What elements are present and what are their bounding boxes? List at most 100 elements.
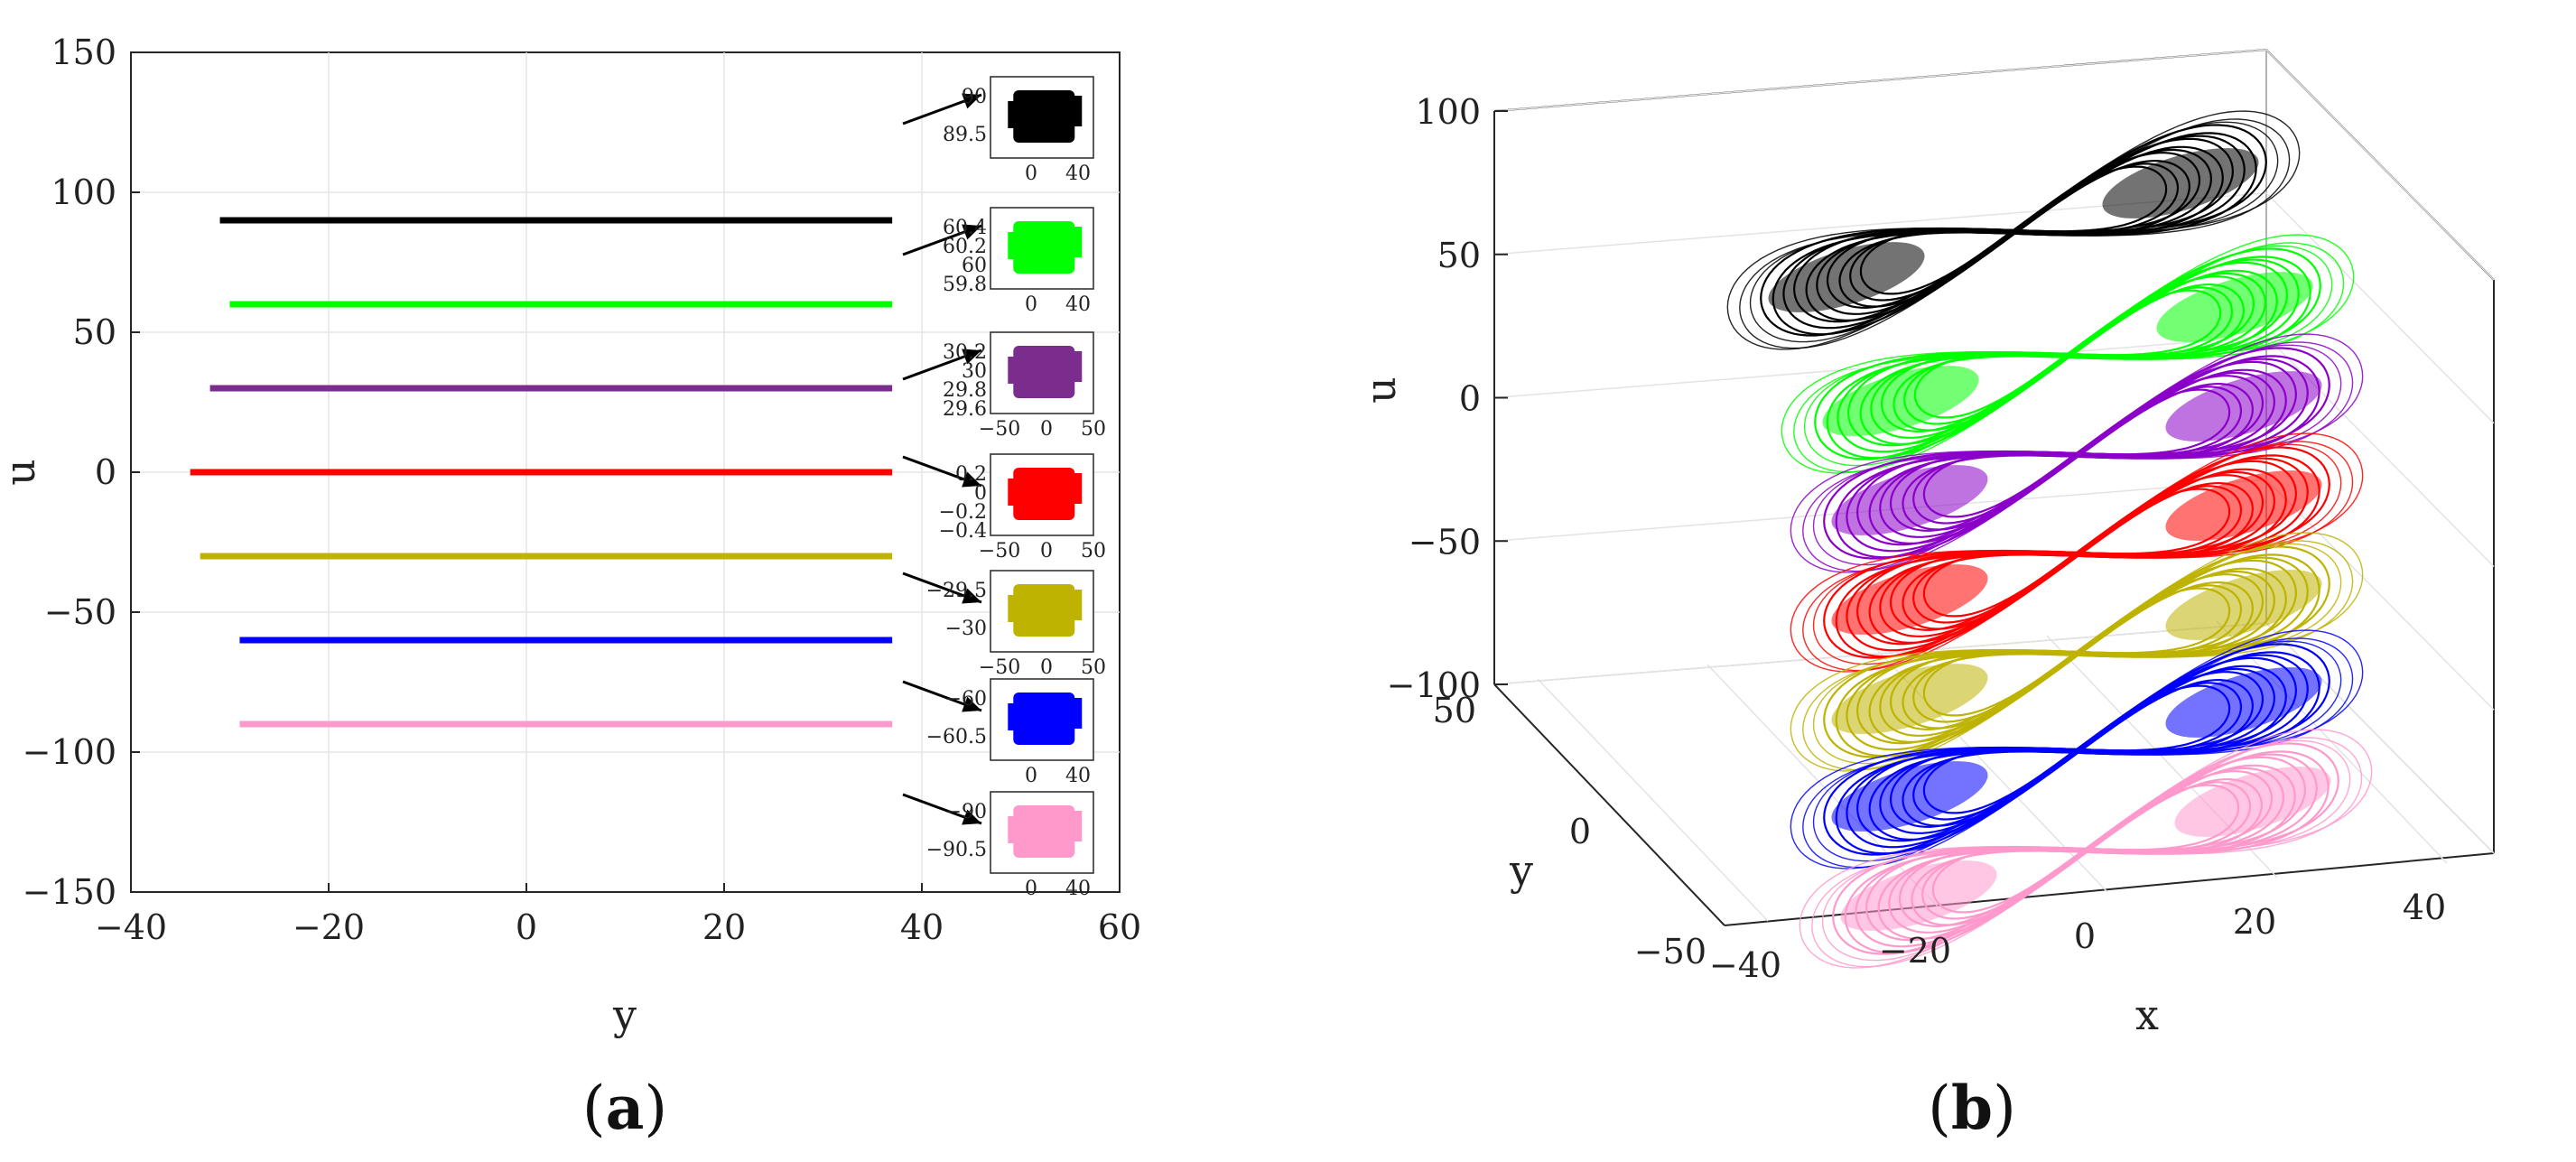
inset-data-blob-edge	[1071, 227, 1083, 257]
inset-data-blob-edge	[1008, 357, 1018, 384]
panel-b-z-tick-label: 50	[1437, 236, 1481, 275]
panel-a-y-tick-label: 0	[95, 452, 116, 492]
inset-x-tick-label: 50	[1081, 656, 1106, 679]
inset-data-blob-edge	[1008, 595, 1018, 622]
panel-b-label-close: )	[1993, 1074, 2016, 1143]
inset-x-tick-label: 0	[1040, 656, 1053, 679]
inset-arrow-head	[962, 471, 981, 488]
inset-x-tick-label: 0	[1025, 293, 1037, 316]
panel-b-label-open: (	[1928, 1074, 1951, 1143]
panel-b-attractor-loop	[1812, 344, 2342, 566]
panel-b-attractor-loop	[1790, 532, 2364, 772]
panel-b-attractor	[1790, 432, 2364, 673]
inset-y-tick-label: 0	[974, 482, 987, 505]
panel-b-attractor-loop	[1790, 629, 2364, 869]
panel-a-x-tick-label: 0	[516, 907, 537, 947]
inset-y-tick-label: −30	[945, 618, 987, 640]
panel-b-attractor-dense-left	[1831, 564, 1988, 635]
inset-x-tick-label: 50	[1081, 540, 1106, 562]
panel-b-box-edge	[1493, 683, 1725, 926]
inset-x-tick-label: 40	[1065, 765, 1091, 787]
panel-a-label-close: )	[644, 1074, 667, 1143]
panel-b-box-edge	[1724, 852, 2495, 926]
panel-b-attractor	[1781, 234, 2355, 474]
inset-data-blob-edge	[1008, 101, 1018, 128]
inset-y-tick-label: 60	[962, 255, 987, 277]
inset-data-blob-edge	[1071, 811, 1083, 841]
inset-arrow-head	[962, 696, 981, 712]
panel-b-z-gridline-side	[2265, 479, 2495, 711]
panel-b-x-axis-label: x	[2135, 990, 2159, 1039]
inset-x-tick-label: 40	[1065, 163, 1091, 185]
panel-b-z-gridline-side	[2265, 192, 2495, 424]
panel-a-y-tick-label: 100	[51, 172, 116, 212]
panel-b-x-tick-label: 0	[2074, 916, 2096, 956]
panel-b-attractor-loop	[1802, 637, 2354, 869]
panel-b-x-tick-label: 40	[2403, 888, 2446, 927]
panel-b-label-letter: b	[1951, 1073, 1993, 1143]
inset-data-blob-edge	[1071, 96, 1083, 126]
inset-x-tick-label: 0	[1025, 163, 1037, 185]
panel-b-z-gridline	[1493, 335, 2267, 399]
panel-b-label: (b)	[1928, 1073, 2016, 1143]
panel-b-attractor-loop	[1812, 443, 2342, 665]
inset-y-tick-label: 89.5	[943, 124, 987, 146]
inset-arrow-head	[962, 349, 981, 365]
panel-b-attractor-dense-right	[2165, 570, 2322, 640]
panel-b-attractor-loop	[1802, 441, 2354, 672]
inset-data-blob	[1013, 468, 1075, 520]
panel-b-attractor-dense-left	[1822, 366, 1979, 436]
inset-3: 0.20−0.2−0.4−50 0 50	[902, 453, 1106, 562]
inset-data-blob-edge	[1008, 232, 1018, 259]
inset-y-tick-label: −0.2	[939, 501, 987, 524]
panel-a-label-open: (	[582, 1074, 606, 1143]
panel-b-3d-box	[1493, 49, 2495, 926]
inset-y-tick-label: 90	[962, 86, 987, 108]
panel-a-ticks: −40 −20 0 20 40 60 150 100 50 0 −50 −100 −150	[23, 33, 1142, 947]
inset-y-tick-label: −90.5	[926, 839, 987, 861]
panel-a-grid	[131, 52, 1120, 892]
inset-data-blob-edge	[1008, 479, 1018, 506]
panel-b-y-axis-label: y	[1509, 846, 1533, 895]
panel-b-y-tick-label: 0	[1569, 812, 1591, 851]
panel-b-y-tick-label: −50	[1634, 932, 1706, 971]
panel-b-attractor-dense-left	[1831, 761, 1988, 832]
inset-x-tick-label: −50	[979, 656, 1020, 679]
inset-y-tick-label: 29.8	[943, 379, 987, 402]
panel-b-ticks: 100 50 0 −50 −100 −40 −20 0 20 40 −50 0 50	[1387, 92, 2447, 985]
inset-arrow-head	[962, 588, 981, 604]
panel-b-attractor-dense-left	[1831, 465, 1988, 535]
inset-y-tick-label: −29.5	[926, 580, 987, 602]
inset-data-blob	[1013, 90, 1075, 143]
inset-x-tick-label: 0	[1040, 418, 1053, 441]
inset-4: −29.5 −30 −50 0 50	[902, 570, 1106, 679]
inset-5: −60 −60.5 0 40	[902, 678, 1094, 787]
inset-x-tick-label: 0	[1025, 765, 1037, 787]
inset-x-tick-label: −50	[979, 418, 1020, 441]
panel-a-x-tick-label: −20	[293, 907, 365, 947]
panel-b-x-tick-label: −20	[1879, 931, 1951, 971]
inset-x-tick-label: 40	[1065, 878, 1091, 900]
inset-data-blob	[1013, 221, 1075, 274]
panel-b-attractor-loop	[1790, 432, 2364, 673]
inset-x-tick-label: 40	[1065, 293, 1091, 316]
panel-b-attractor-dense-right	[2156, 272, 2313, 342]
panel-b: 100 50 0 −50 −100 −40 −20 0 20 40 −50 0 50 x y u (b)	[1356, 49, 2495, 1143]
panel-a-label: (a)	[582, 1073, 667, 1143]
inset-data-blob-edge	[1071, 698, 1083, 729]
inset-data-blob-edge	[1008, 816, 1018, 843]
panel-b-z-tick-label: 0	[1459, 379, 1481, 419]
inset-arrow-head	[962, 809, 981, 825]
panel-b-attractor-loop	[1793, 242, 2345, 473]
panel-b-z-tick-label: −50	[1409, 522, 1481, 562]
panel-b-x-gridline	[2216, 620, 2448, 864]
panel-b-z-tick-label: −100	[1387, 665, 1481, 705]
panel-b-attractor-loop	[1812, 640, 2342, 862]
inset-y-tick-label: −60	[945, 688, 987, 711]
inset-y-tick-label: 60.4	[943, 217, 987, 239]
panel-b-attractor-loop	[1790, 333, 2364, 573]
panel-b-attractor-dense-left	[1831, 664, 1988, 734]
panel-b-attractor-dense-left	[1840, 860, 1997, 931]
